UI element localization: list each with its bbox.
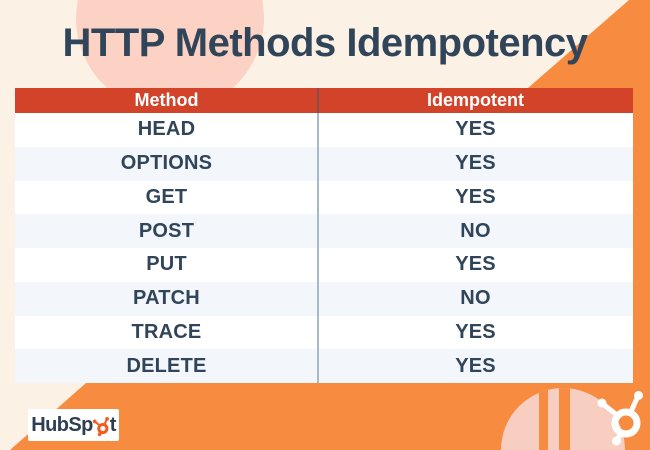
method-cell: TRACE: [131, 320, 202, 343]
idempotent-cell: YES: [455, 253, 496, 276]
table-row: HEAD YES: [15, 113, 633, 147]
dome-stripe: [539, 388, 548, 450]
method-cell: HEAD: [137, 118, 196, 141]
logo-text-after: t: [109, 413, 117, 436]
idempotent-cell: YES: [455, 118, 496, 141]
hubspot-sprocket-icon: [597, 391, 643, 446]
method-cell: GET: [145, 185, 188, 208]
table-row: POST NO: [15, 214, 633, 248]
table-row: PATCH NO: [15, 281, 633, 316]
method-cell: DELETE: [126, 354, 207, 377]
idempotent-cell: YES: [455, 152, 496, 175]
method-cell: OPTIONS: [120, 152, 213, 175]
page-title: HTTP Methods Idempotency: [62, 21, 588, 65]
method-cell: PATCH: [133, 287, 200, 310]
idempotent-cell: YES: [455, 320, 496, 343]
column-header-method: Method: [134, 90, 199, 110]
hubspot-logo: HubSp t: [28, 409, 119, 441]
logo-text-before: HubSp: [31, 413, 93, 436]
column-divider-header: [317, 88, 319, 113]
table-row: OPTIONS YES: [15, 146, 633, 181]
idempotent-cell: NO: [460, 287, 491, 310]
method-cell: POST: [138, 219, 195, 242]
table-row: DELETE YES: [15, 349, 633, 383]
idempotency-table: Method Idempotent HEAD YES OPTIONS YES GET YE…: [15, 88, 633, 383]
table-body: HEAD YES OPTIONS YES GET YES POST NO PUT YES PATCH…: [15, 113, 633, 383]
idempotent-cell: YES: [455, 185, 496, 208]
table-row: GET YES: [15, 180, 633, 215]
dome-stripe: [559, 388, 570, 450]
table-row: TRACE YES: [15, 315, 633, 350]
table-row: PUT YES: [15, 248, 633, 282]
idempotent-cell: YES: [455, 354, 496, 377]
column-divider-body: [317, 113, 319, 383]
idempotent-cell: NO: [460, 219, 491, 242]
method-cell: PUT: [146, 253, 187, 276]
column-header-idempotent: Idempotent: [427, 90, 524, 110]
table-header-row: Method Idempotent: [15, 88, 633, 113]
hubspot-sprocket-icon: [92, 417, 109, 436]
